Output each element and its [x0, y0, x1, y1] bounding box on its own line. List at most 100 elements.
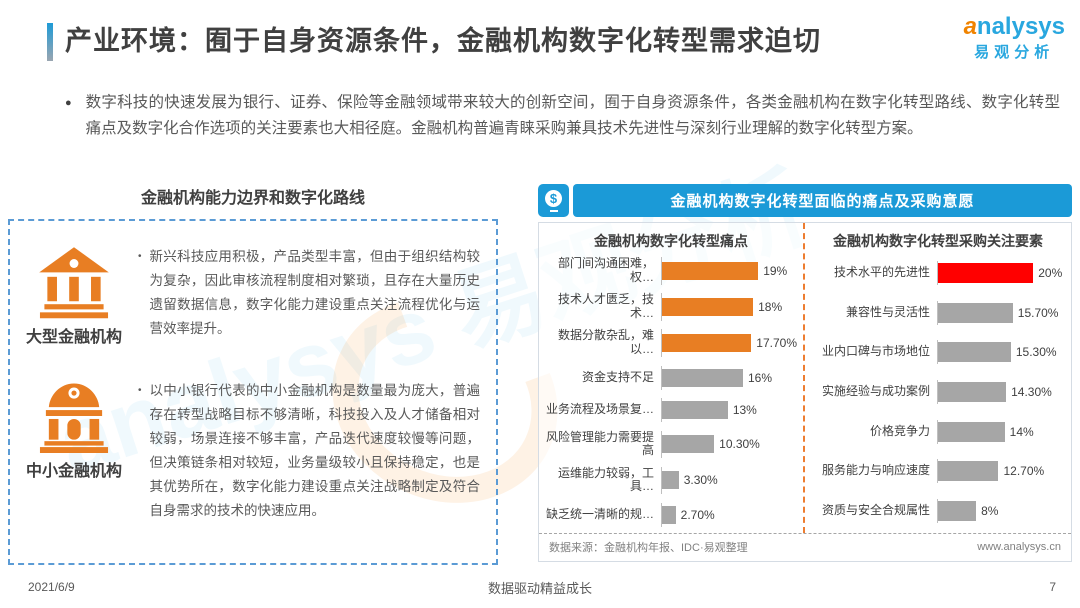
analysys-logo-chinese: 易观分析	[974, 44, 1055, 61]
bar-zone: 12.70%	[937, 459, 1065, 484]
bar-zone: 13%	[661, 398, 797, 423]
bar	[662, 262, 759, 281]
bar-zone: 2.70%	[661, 502, 797, 527]
bar	[938, 302, 1013, 323]
bar	[938, 421, 1005, 442]
bank-dome-icon	[39, 383, 109, 453]
bar-value-label: 14.30%	[1011, 384, 1052, 399]
bar-category-label: 技术水平的先进性	[833, 264, 930, 279]
bar	[938, 501, 977, 522]
chart-row: 服务能力与响应速度 12.70%	[811, 459, 1065, 484]
charts-container: 金融机构数字化转型痛点 部门间沟通困难，权… 19% 技术人才匮乏，技术… 18% 数据…	[539, 223, 1071, 533]
chart-rows: 部门间沟通困难，权… 19% 技术人才匮乏，技术… 18% 数据分散杂乱，难以… 17.7…	[545, 253, 797, 531]
bar	[662, 368, 743, 387]
bar	[662, 435, 715, 454]
bar-zone: 19%	[661, 257, 797, 285]
bar	[662, 401, 728, 420]
icon-dash	[549, 209, 558, 212]
chart-row: 风险管理能力需要提高 10.30%	[545, 429, 797, 459]
small-institution-row: 中小金融机构 • 以中小银行代表的中小金融机构是数量最为庞大，普遍存在转型战略目…	[10, 379, 496, 523]
bar-category-label: 风险管理能力需要提高	[545, 429, 654, 458]
page-number: 7	[1049, 580, 1056, 594]
bar	[938, 381, 1007, 402]
bar-category-label: 部门间沟通困难，权…	[557, 256, 654, 285]
bar-value-label: 2.70%	[680, 507, 715, 522]
chart-row: 部门间沟通困难，权… 19%	[545, 256, 797, 285]
bar-value-label: 8%	[981, 504, 999, 519]
bar-value-label: 18%	[758, 300, 783, 315]
bar-value-label: 20%	[1038, 265, 1063, 280]
bar-value-label: 13%	[732, 403, 757, 418]
bar-category-label: 服务能力与响应速度	[821, 463, 930, 478]
intro-text: 数字科技的快速发展为银行、证券、保险等金融领域带来较大的创新空间，囿于自身资源条…	[85, 94, 1060, 137]
bar	[662, 471, 679, 490]
website-link[interactable]: www.analysys.cn	[977, 541, 1061, 553]
bar-category-label: 价格竞争力	[869, 423, 930, 438]
bullet-icon: •	[138, 385, 142, 396]
institution-description: • 新兴科技应用积极，产品类型丰富，但由于组织结构较为复杂，因此审核流程制度相对…	[138, 245, 496, 341]
intro-paragraph: ● 数字科技的快速发展为银行、证券、保险等金融领域带来较大的创新空间，囿于自身资…	[65, 90, 1060, 142]
bar-zone: 15.70%	[937, 300, 1065, 325]
bar-category-label: 缺乏统一清晰的规…	[545, 506, 654, 521]
title-accent-bar	[47, 23, 53, 61]
left-section-title: 金融机构能力边界和数字化路线	[140, 190, 365, 207]
chart-panel-footer: 数据来源：金融机构年报、IDC·易观整理 www.analysys.cn	[539, 533, 1071, 561]
bar-zone: 14%	[937, 419, 1065, 444]
bar-category-label: 技术人才匮乏，技术…	[557, 292, 654, 321]
bar-value-label: 3.30%	[683, 473, 718, 488]
bar-category-label: 运维能力较弱，工具…	[557, 465, 654, 494]
bar	[662, 505, 676, 524]
chart-row: 实施经验与成功案例 14.30%	[811, 379, 1065, 404]
bar-category-label: 业务流程及场景复…	[545, 402, 654, 417]
institution-name: 大型金融机构	[25, 329, 122, 346]
mobile-payment-icon: $	[538, 184, 569, 217]
chart-row: 数据分散杂乱，难以… 17.70%	[545, 328, 797, 358]
chart-row: 资质与安全合规属性 8%	[811, 499, 1065, 524]
bar-category-label: 实施经验与成功案例	[821, 384, 930, 399]
purchase-factors-chart: 金融机构数字化转型采购关注要素 技术水平的先进性 20% 兼容性与灵活性 15.70%…	[805, 223, 1071, 533]
analysys-logo: analysys 易观分析	[964, 14, 1065, 62]
chart-row: 缺乏统一清晰的规… 2.70%	[545, 502, 797, 527]
bar	[938, 461, 999, 482]
right-section-header: $ 金融机构数字化转型面临的痛点及采购意愿	[538, 184, 1072, 217]
bullet-icon: ●	[65, 97, 72, 109]
bar-value-label: 16%	[748, 370, 773, 385]
bar-value-label: 12.70%	[1003, 464, 1045, 479]
right-section-title: 金融机构数字化转型面临的痛点及采购意愿	[573, 184, 1072, 217]
chart-row: 业内口碑与市场地位 15.30%	[811, 340, 1065, 365]
data-source-note: 数据来源：金融机构年报、IDC·易观整理	[549, 542, 748, 554]
bar-category-label: 资质与安全合规属性	[821, 503, 930, 518]
institution-capability-box: 大型金融机构 • 新兴科技应用积极，产品类型丰富，但由于组织结构较为复杂，因此审…	[8, 219, 498, 565]
chart-row: 资金支持不足 16%	[545, 365, 797, 390]
bar	[662, 298, 754, 317]
bar-zone: 20%	[937, 260, 1065, 285]
footer-date: 2021/6/9	[28, 580, 75, 594]
small-institution-figure: 中小金融机构	[10, 379, 138, 481]
dollar-icon: $	[545, 189, 562, 207]
chart-row: 运维能力较弱，工具… 3.30%	[545, 465, 797, 495]
bar-value-label: 15.70%	[1017, 305, 1059, 320]
slide-header: 产业环境：囿于自身资源条件，金融机构数字化转型需求迫切 analysys 易观分…	[47, 14, 1065, 62]
bar-category-label: 资金支持不足	[581, 369, 654, 384]
chart-title: 金融机构数字化转型采购关注要素	[833, 233, 1043, 249]
bar-zone: 3.30%	[661, 466, 797, 495]
page-footer: 2021/6/9 数据驱动精益成长 7	[0, 566, 1080, 608]
bar	[938, 262, 1034, 283]
bar-category-label: 兼容性与灵活性	[845, 304, 930, 319]
bar-category-label: 数据分散杂乱，难以…	[557, 328, 654, 357]
chart-rows: 技术水平的先进性 20% 兼容性与灵活性 15.70% 业内口碑与市场地位 15.30% 实…	[811, 253, 1065, 531]
bar-value-label: 15.30%	[1015, 345, 1057, 360]
bar-zone: 8%	[937, 499, 1065, 524]
institution-name: 中小金融机构	[25, 463, 122, 480]
bar-value-label: 17.70%	[756, 336, 797, 351]
institution-description: • 以中小银行代表的中小金融机构是数量最为庞大，普遍存在转型战略目标不够清晰，科…	[138, 379, 496, 523]
logo-a-swoosh: a	[963, 13, 977, 40]
bank-classic-icon	[39, 247, 109, 319]
large-institution-row: 大型金融机构 • 新兴科技应用积极，产品类型丰富，但由于组织结构较为复杂，因此审…	[10, 245, 496, 347]
bar-value-label: 14%	[1009, 424, 1034, 439]
bar-category-label: 业内口碑与市场地位	[821, 344, 930, 359]
chart-row: 兼容性与灵活性 15.70%	[811, 300, 1065, 325]
chart-title: 金融机构数字化转型痛点	[594, 233, 748, 249]
footer-slogan: 数据驱动精益成长	[487, 580, 592, 596]
bar	[938, 342, 1011, 363]
